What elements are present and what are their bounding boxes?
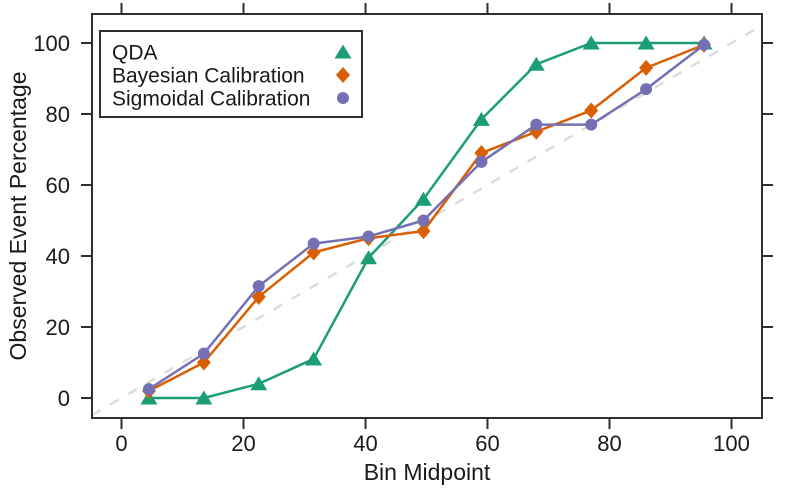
x-tick-label: 0 — [115, 431, 127, 456]
data-point-marker — [698, 38, 711, 51]
data-point-marker — [584, 102, 599, 119]
data-point-marker — [474, 145, 489, 162]
data-point-marker — [197, 347, 210, 360]
x-tick-label: 40 — [353, 431, 377, 456]
y-tick-label: 20 — [46, 315, 70, 340]
data-point-marker — [417, 214, 430, 227]
data-point-marker — [527, 56, 545, 71]
plot-border — [91, 13, 763, 419]
data-point-marker — [637, 35, 655, 50]
y-tick-label: 80 — [46, 102, 70, 127]
y-axis-title: Observed Event Percentage — [5, 72, 31, 361]
data-point-marker — [306, 244, 321, 261]
x-tick-label: 20 — [231, 431, 255, 456]
plot-area: 0 20 40 60 80 100 0 20 40 60 80 100 — [33, 3, 773, 456]
data-point-marker — [251, 288, 266, 305]
data-point-marker — [305, 351, 323, 366]
y-tick-label: 60 — [46, 173, 70, 198]
data-point-marker — [530, 118, 543, 131]
data-point-marker — [360, 250, 378, 265]
data-point-marker — [585, 118, 598, 131]
y-tick-label: 0 — [58, 386, 70, 411]
series-sigmoidal-calibration — [142, 38, 711, 396]
data-point-marker — [582, 35, 600, 50]
data-point-marker — [252, 280, 265, 293]
data-point-marker — [639, 59, 654, 76]
data-point-marker — [196, 354, 211, 371]
data-point-marker — [195, 390, 213, 405]
data-point-marker — [362, 230, 375, 243]
legend-markers — [334, 44, 352, 104]
legend-label-sigmoidal: Sigmoidal Calibration — [112, 88, 310, 111]
data-point-marker — [250, 376, 268, 391]
legend-label-qda: QDA — [112, 42, 158, 65]
y-tick-label: 100 — [33, 31, 70, 56]
data-point-marker — [416, 223, 431, 240]
legend-box — [99, 30, 363, 118]
x-tick-label: 100 — [713, 431, 750, 456]
data-point-marker — [640, 83, 653, 96]
data-point-marker — [142, 383, 155, 396]
data-point-marker — [414, 191, 432, 206]
data-point-marker — [307, 237, 320, 250]
x-tick-label: 60 — [475, 431, 499, 456]
legend-marker-diamond-icon — [336, 67, 350, 83]
legend-marker-triangle-icon — [334, 44, 352, 59]
legend-label-bayesian: Bayesian Calibration — [112, 65, 305, 88]
legend-marker-circle-icon — [337, 92, 349, 104]
y-tick-label: 40 — [46, 244, 70, 269]
x-tick-label: 80 — [597, 431, 621, 456]
data-point-marker — [475, 155, 488, 168]
data-point-marker — [472, 111, 490, 126]
legend: QDA Bayesian Calibration Sigmoidal Calib… — [99, 30, 363, 118]
x-axis-title: Bin Midpoint — [364, 459, 491, 485]
